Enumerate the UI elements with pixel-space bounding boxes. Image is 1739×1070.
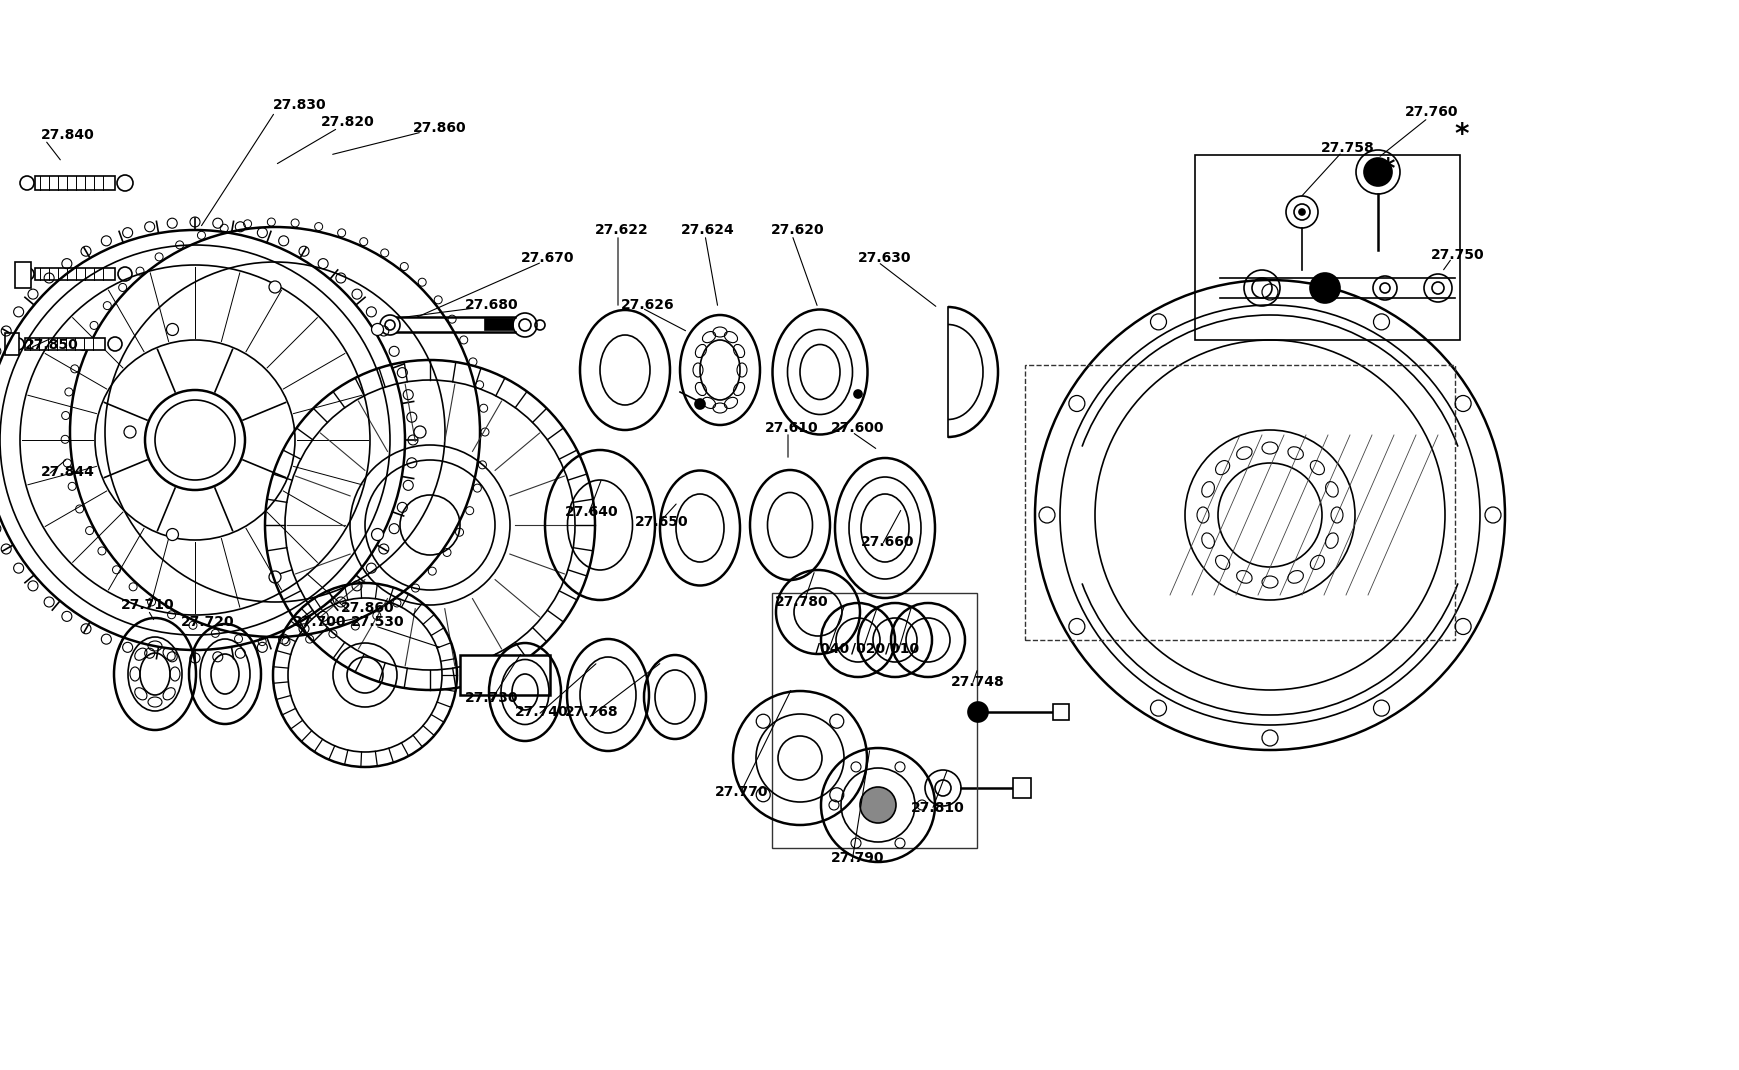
Text: 27.844: 27.844 [42,465,96,479]
Bar [16,262,31,288]
Bar [5,333,19,355]
Circle shape [123,426,136,438]
Bar [35,268,115,280]
Circle shape [414,426,426,438]
Text: 27.610: 27.610 [765,421,819,435]
Text: *: * [1381,156,1395,184]
Text: 27.620: 27.620 [770,223,824,236]
Text: 27.660: 27.660 [861,535,915,549]
Text: /040: /040 [814,641,849,655]
Text: 27.780: 27.780 [776,595,828,609]
Text: 27.760: 27.760 [1405,105,1457,119]
Text: 27.680: 27.680 [464,299,518,312]
Text: 27.750: 27.750 [1431,248,1483,262]
Bar [459,655,550,696]
Text: 27.840: 27.840 [42,128,96,142]
Bar [1195,155,1459,340]
Circle shape [372,323,383,336]
Text: 27.720: 27.720 [181,615,235,629]
Circle shape [270,281,280,293]
Circle shape [967,702,988,722]
Circle shape [1363,158,1391,186]
Text: 27.640: 27.640 [565,505,619,519]
Text: 27.758: 27.758 [1320,141,1374,155]
Text: 27.768: 27.768 [565,705,619,719]
Circle shape [118,268,132,281]
Circle shape [859,788,896,823]
Text: *: * [1454,121,1468,149]
Bar [772,593,976,849]
Bar [24,338,104,350]
Bar [35,175,115,190]
Circle shape [379,315,400,335]
Text: 27.700: 27.700 [294,615,346,629]
Text: 27.748: 27.748 [951,675,1005,689]
Text: 27.626: 27.626 [621,299,675,312]
Circle shape [108,337,122,351]
Text: 27.650: 27.650 [635,515,689,529]
Text: 27.624: 27.624 [680,223,734,236]
Text: /020: /020 [850,641,885,655]
Text: 27.850: 27.850 [24,338,78,352]
Circle shape [1299,209,1304,215]
Text: 27.530: 27.530 [351,615,405,629]
Text: 27.600: 27.600 [831,421,883,435]
Circle shape [854,389,861,398]
Text: 27.622: 27.622 [595,223,649,236]
Circle shape [167,323,179,336]
Circle shape [1309,273,1339,303]
Text: 27.860: 27.860 [412,121,466,135]
Text: 27.860: 27.860 [341,601,395,615]
Text: 27.810: 27.810 [911,801,965,815]
Bar [1024,365,1454,640]
Text: 27.820: 27.820 [322,114,374,129]
Text: 27.670: 27.670 [522,251,574,265]
Circle shape [117,175,132,192]
Text: 27.630: 27.630 [857,251,911,265]
Bar [1012,778,1031,798]
Circle shape [694,399,704,409]
Text: 27.790: 27.790 [831,851,883,865]
Bar [1052,704,1068,720]
Text: 27.730: 27.730 [464,691,518,705]
Bar [485,319,513,330]
Text: 27.770: 27.770 [715,785,769,799]
Circle shape [167,529,179,540]
Text: /010: /010 [885,641,918,655]
Circle shape [372,529,383,540]
Text: 27.710: 27.710 [122,598,174,612]
Text: 27.740: 27.740 [515,705,569,719]
Circle shape [270,571,280,583]
Text: 27.830: 27.830 [273,98,327,112]
